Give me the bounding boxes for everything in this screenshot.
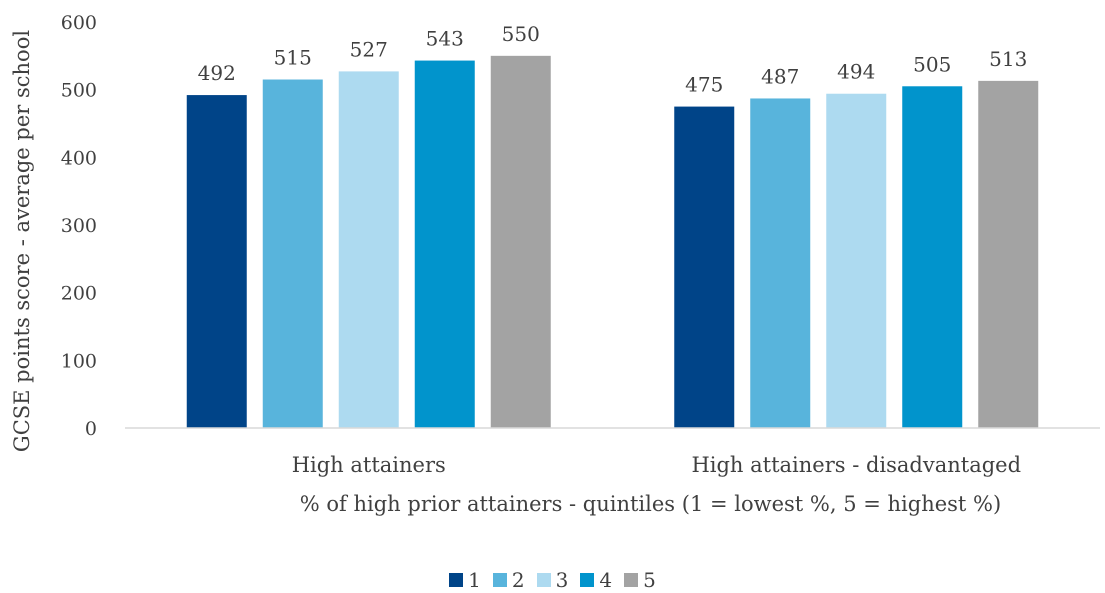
legend-item-1: 1 xyxy=(449,568,481,592)
bar-0-4 xyxy=(490,55,551,428)
y-tick-label: 0 xyxy=(85,418,97,440)
y-tick-label: 600 xyxy=(61,12,97,34)
data-label: 494 xyxy=(837,60,875,84)
y-tick-label: 100 xyxy=(61,350,97,372)
legend-swatch xyxy=(624,573,639,587)
legend-item-3: 3 xyxy=(536,568,569,592)
bars-group xyxy=(186,55,1039,429)
data-label: 492 xyxy=(198,61,236,85)
bar-chart: 0 100 200 300 400 500 600 492 515 527 543 550 475 48… xyxy=(10,12,1100,516)
bar-1-4 xyxy=(978,80,1039,429)
legend-item-4: 4 xyxy=(580,568,612,592)
data-label: 475 xyxy=(685,73,723,97)
bar-1-1 xyxy=(750,98,811,429)
bar-0-1 xyxy=(262,79,323,429)
bar-1-2 xyxy=(826,93,887,428)
legend: 1 2 3 4 5 xyxy=(0,568,1105,592)
y-tick-label: 300 xyxy=(61,215,97,237)
data-label: 505 xyxy=(913,52,951,76)
data-label: 487 xyxy=(761,64,799,88)
y-axis-title: GCSE points score - average per school xyxy=(10,30,34,452)
legend-item-2: 2 xyxy=(492,568,525,592)
data-labels-group: 492 515 527 543 550 475 487 494 505 513 xyxy=(198,22,1028,97)
bar-0-2 xyxy=(338,71,399,428)
y-axis-ticks: 0 100 200 300 400 500 600 xyxy=(61,12,97,440)
legend-item-5: 5 xyxy=(624,568,656,592)
category-labels: High attainers High attainers - disadvant… xyxy=(292,453,1021,477)
bar-0-3 xyxy=(414,60,475,428)
legend-label: 4 xyxy=(599,568,613,592)
legend-swatch xyxy=(536,573,551,587)
y-tick-label: 200 xyxy=(61,283,97,305)
bar-1-0 xyxy=(674,106,735,428)
legend-swatch xyxy=(580,573,595,587)
y-tick-label: 500 xyxy=(61,80,97,102)
legend-label: 2 xyxy=(511,568,525,592)
legend-label: 1 xyxy=(468,568,481,592)
y-tick-label: 400 xyxy=(61,147,97,169)
data-label: 550 xyxy=(502,22,540,46)
legend-swatch xyxy=(449,573,464,587)
legend-label: 3 xyxy=(555,568,569,592)
data-label: 527 xyxy=(350,37,388,61)
bar-1-3 xyxy=(902,86,963,429)
category-label: High attainers xyxy=(292,453,446,477)
legend-label: 5 xyxy=(643,568,656,592)
x-axis-title: % of high prior attainers - quintiles (1… xyxy=(300,492,1001,516)
legend-swatch xyxy=(492,573,507,587)
bar-0-0 xyxy=(186,95,247,428)
data-label: 513 xyxy=(989,47,1027,71)
data-label: 543 xyxy=(426,27,464,51)
category-label: High attainers - disadvantaged xyxy=(691,453,1021,477)
data-label: 515 xyxy=(274,46,312,70)
